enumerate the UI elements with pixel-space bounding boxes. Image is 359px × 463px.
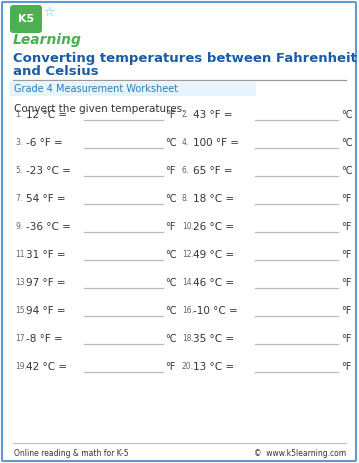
Text: °F: °F — [341, 306, 351, 316]
Text: °C: °C — [165, 278, 177, 288]
Text: 12.: 12. — [182, 250, 194, 259]
Text: °C: °C — [165, 250, 177, 260]
Text: 1.: 1. — [15, 110, 22, 119]
Text: Convert the given temperatures.: Convert the given temperatures. — [14, 104, 186, 114]
Text: 13.: 13. — [15, 278, 27, 287]
Text: 11.: 11. — [15, 250, 27, 259]
Text: 42 °C =: 42 °C = — [26, 362, 67, 372]
Text: 16.: 16. — [182, 306, 194, 315]
Text: °C: °C — [165, 194, 177, 204]
Text: -8 °F =: -8 °F = — [26, 334, 63, 344]
Text: 19.: 19. — [15, 362, 27, 371]
Text: 5.: 5. — [15, 166, 22, 175]
Text: °F: °F — [341, 194, 351, 204]
Text: °F: °F — [341, 278, 351, 288]
Text: 20.: 20. — [182, 362, 194, 371]
FancyBboxPatch shape — [10, 5, 42, 33]
Text: 43 °F =: 43 °F = — [193, 110, 233, 120]
Text: 15.: 15. — [15, 306, 27, 315]
Text: K5: K5 — [18, 14, 34, 24]
Text: 6.: 6. — [182, 166, 189, 175]
Text: 94 °F =: 94 °F = — [26, 306, 66, 316]
Text: 18.: 18. — [182, 334, 194, 343]
Text: °F: °F — [341, 362, 351, 372]
Text: °F: °F — [165, 222, 176, 232]
Text: ©  www.k5learning.com: © www.k5learning.com — [254, 449, 346, 458]
Text: Learning: Learning — [13, 33, 82, 47]
Text: 2.: 2. — [182, 110, 189, 119]
Text: °F: °F — [341, 222, 351, 232]
Text: -10 °C =: -10 °C = — [193, 306, 238, 316]
Text: 97 °F =: 97 °F = — [26, 278, 66, 288]
Text: 65 °F =: 65 °F = — [193, 166, 233, 176]
Text: 7.: 7. — [15, 194, 22, 203]
Text: 13 °C =: 13 °C = — [193, 362, 234, 372]
Text: 46 °C =: 46 °C = — [193, 278, 234, 288]
Text: 100 °F =: 100 °F = — [193, 138, 239, 148]
Text: 35 °C =: 35 °C = — [193, 334, 234, 344]
Text: 14.: 14. — [182, 278, 194, 287]
Text: -23 °C =: -23 °C = — [26, 166, 71, 176]
Text: °C: °C — [165, 306, 177, 316]
Text: 18 °C =: 18 °C = — [193, 194, 234, 204]
Text: 31 °F =: 31 °F = — [26, 250, 66, 260]
Text: °F: °F — [165, 166, 176, 176]
Text: °C: °C — [341, 110, 353, 120]
Text: °C: °C — [341, 166, 353, 176]
Text: °F: °F — [165, 362, 176, 372]
Text: Grade 4 Measurement Worksheet: Grade 4 Measurement Worksheet — [14, 84, 178, 94]
Text: 8.: 8. — [182, 194, 189, 203]
Text: °F: °F — [341, 250, 351, 260]
Text: 12 °C =: 12 °C = — [26, 110, 67, 120]
Text: 9.: 9. — [15, 222, 22, 231]
Text: Online reading & math for K-5: Online reading & math for K-5 — [14, 449, 129, 458]
Text: 26 °C =: 26 °C = — [193, 222, 234, 232]
Text: 4.: 4. — [182, 138, 189, 147]
Text: and Celsius: and Celsius — [13, 65, 99, 78]
Text: 10.: 10. — [182, 222, 194, 231]
Text: -36 °C =: -36 °C = — [26, 222, 71, 232]
Text: 49 °C =: 49 °C = — [193, 250, 234, 260]
Text: 3.: 3. — [15, 138, 22, 147]
FancyBboxPatch shape — [2, 2, 356, 461]
Text: 54 °F =: 54 °F = — [26, 194, 66, 204]
Text: °F: °F — [341, 334, 351, 344]
Text: °C: °C — [165, 334, 177, 344]
Text: 17.: 17. — [15, 334, 27, 343]
Text: Converting temperatures between Fahrenheit: Converting temperatures between Fahrenhe… — [13, 52, 357, 65]
Text: °C: °C — [341, 138, 353, 148]
Text: -6 °F =: -6 °F = — [26, 138, 63, 148]
Text: °F: °F — [165, 110, 176, 120]
Text: ☆: ☆ — [43, 6, 54, 19]
Text: °C: °C — [165, 138, 177, 148]
Bar — [10, 82, 256, 96]
